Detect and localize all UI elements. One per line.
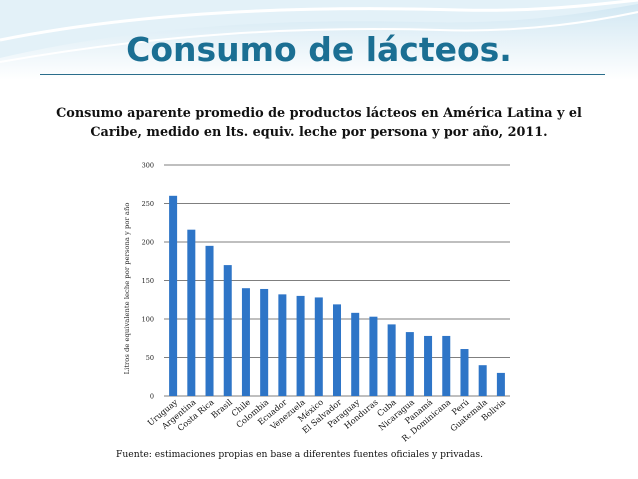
bar xyxy=(205,245,214,396)
bar xyxy=(405,332,414,396)
bar xyxy=(442,335,451,396)
bar xyxy=(314,297,323,396)
y-tick-label: 250 xyxy=(142,200,154,208)
y-axis-label: Litros de equivalente leche por persona … xyxy=(123,203,131,375)
bar xyxy=(460,349,469,396)
chart-subtitle: Consumo aparente promedio de productos l… xyxy=(56,106,582,140)
bar xyxy=(187,229,196,396)
bar xyxy=(223,265,232,396)
y-tick-label: 300 xyxy=(142,162,154,170)
bar xyxy=(424,335,433,396)
y-tick-label: 150 xyxy=(142,277,154,285)
title-divider xyxy=(40,74,605,75)
bar xyxy=(369,316,378,396)
bar xyxy=(478,365,487,396)
bar xyxy=(278,294,287,396)
y-tick-label: 100 xyxy=(142,316,154,324)
x-tick-label: Brasil xyxy=(209,397,234,420)
y-tick-label: 0 xyxy=(150,393,154,401)
y-tick-label: 200 xyxy=(142,239,154,247)
header-decoration xyxy=(0,0,638,80)
y-tick-label: 50 xyxy=(146,354,154,362)
bar xyxy=(260,288,269,396)
bar xyxy=(351,312,360,396)
slide-title: Consumo de lácteos. xyxy=(126,30,512,69)
bar xyxy=(332,304,342,396)
bar xyxy=(387,324,396,396)
bar xyxy=(241,288,250,396)
bar xyxy=(169,195,178,396)
source-note: Fuente: estimaciones propias en base a d… xyxy=(116,449,484,460)
bar xyxy=(296,295,305,396)
bar xyxy=(496,372,505,396)
